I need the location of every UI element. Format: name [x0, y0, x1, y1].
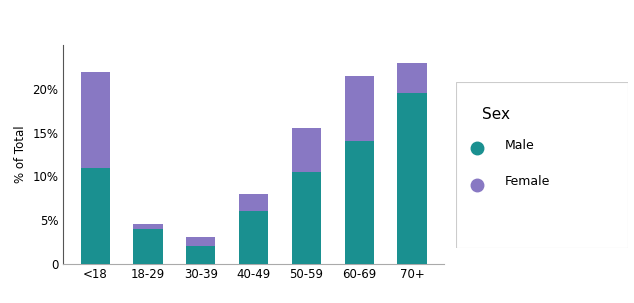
Text: Male: Male [505, 139, 534, 152]
Bar [239, 194, 268, 211]
Bar [81, 168, 110, 264]
Text: Sex: Sex [482, 107, 510, 122]
Text: Female: Female [505, 175, 550, 188]
Bar [81, 72, 110, 168]
FancyBboxPatch shape [456, 82, 628, 248]
Y-axis label: % of Total: % of Total [14, 126, 27, 183]
Bar [345, 142, 373, 264]
Bar [398, 63, 427, 93]
Bar [134, 229, 162, 264]
Bar [186, 246, 216, 264]
Bar [398, 93, 427, 264]
Text: Eastern equine encephalitis virus human disease cases by age and sex, 2003-2023: Eastern equine encephalitis virus human … [8, 17, 590, 30]
Bar [239, 211, 268, 264]
Bar [134, 224, 162, 229]
Bar [186, 238, 216, 246]
Bar [345, 76, 373, 142]
Bar [292, 128, 321, 172]
Bar [292, 172, 321, 264]
